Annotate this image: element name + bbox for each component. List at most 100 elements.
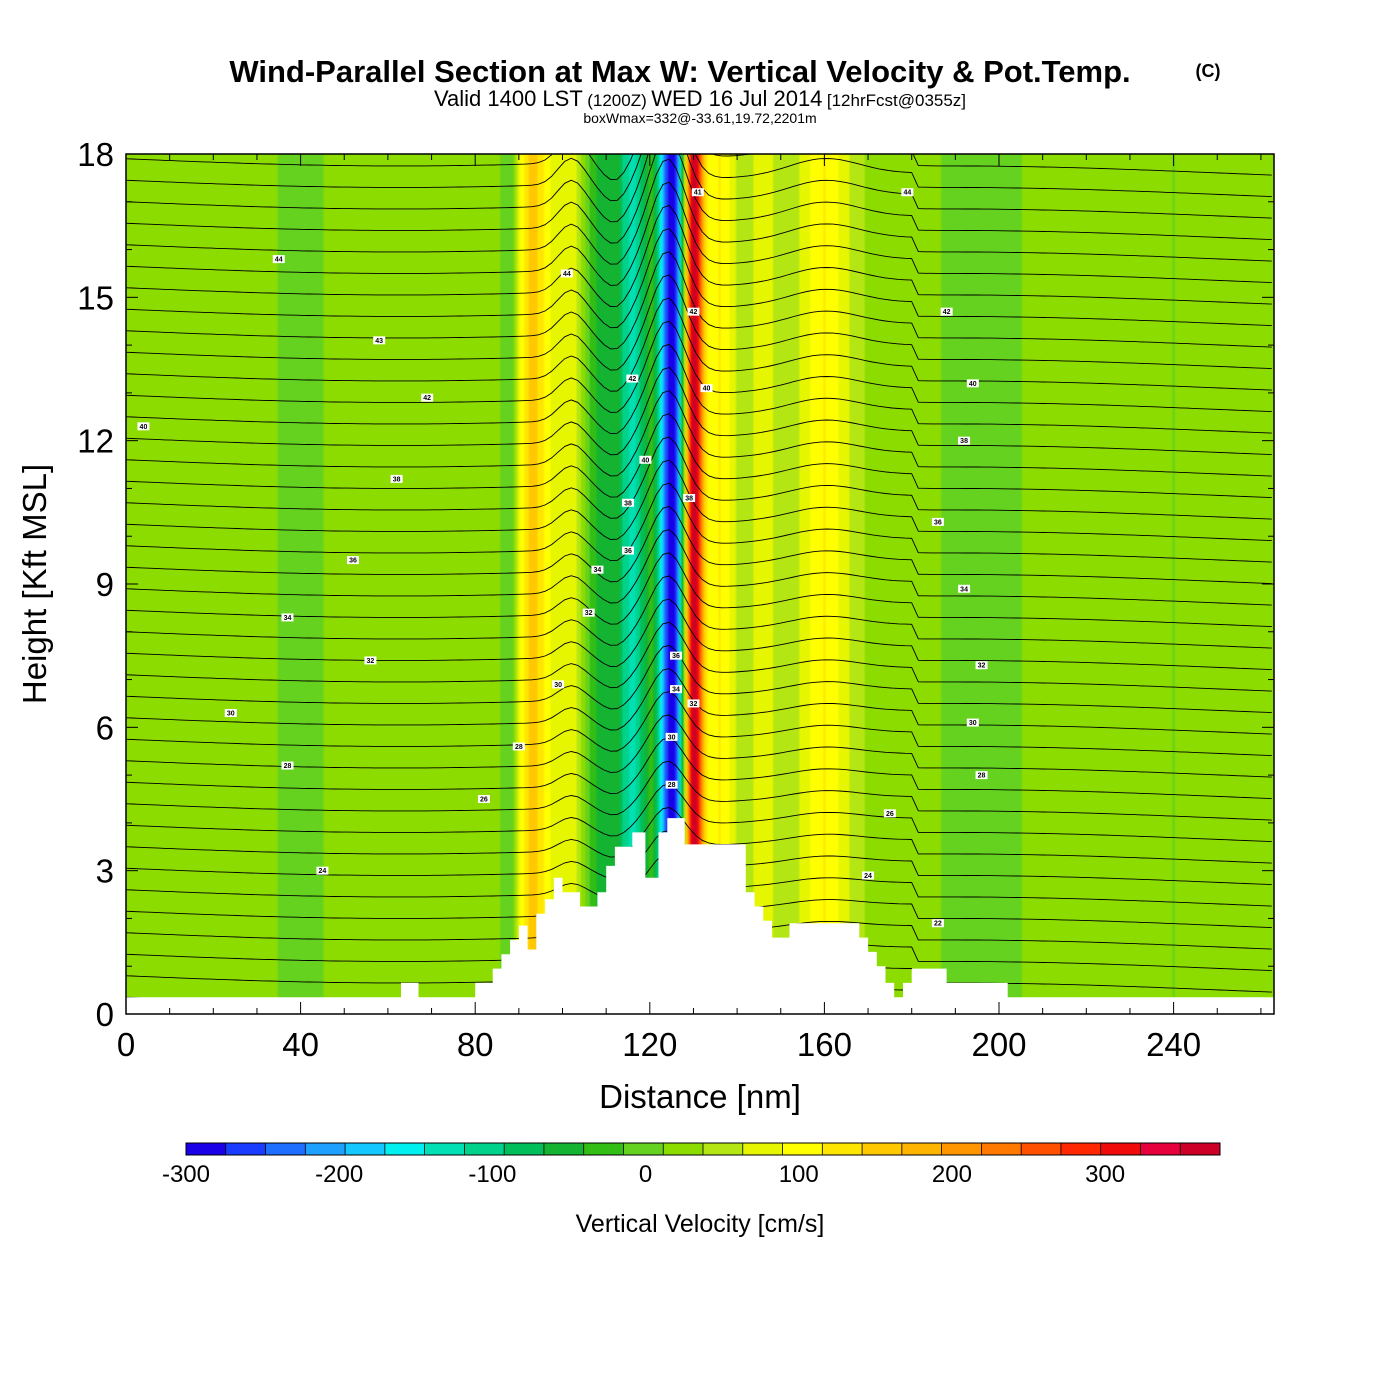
contour-label: 26	[886, 811, 894, 818]
contour-label: 32	[367, 658, 375, 665]
contour-label-box	[958, 584, 971, 593]
colorbar-swatch	[345, 1143, 386, 1155]
contour-label-box	[621, 498, 634, 507]
contour-label: 28	[978, 773, 986, 780]
theta-contour-line	[126, 760, 1272, 821]
contour-label: 40	[642, 457, 650, 464]
colorbar-swatch	[1021, 1143, 1062, 1155]
contour-label: 43	[375, 338, 383, 345]
theta-contour-line	[126, 274, 1272, 371]
contour-label: 30	[969, 720, 977, 727]
theta-contour-line	[126, 297, 1272, 392]
contour-label-box	[940, 307, 953, 316]
theta-contour-line	[126, 390, 1272, 477]
contour-label-box	[665, 780, 678, 789]
colorbar-swatch	[703, 1143, 744, 1155]
contour-label-box	[621, 546, 634, 555]
contour-label-box	[691, 188, 704, 197]
x-tick-label: 80	[457, 1026, 494, 1063]
contour-label: 26	[480, 797, 488, 804]
contour-label: 24	[319, 868, 327, 875]
contour-label-box	[931, 517, 944, 526]
colorbar-swatch	[225, 1143, 267, 1155]
contour-label: 28	[284, 763, 292, 770]
theta-contour-line	[126, 204, 1272, 307]
theta-contour-labels: 44 43 42 40 38 36 34 32 30 28 26 24 44 42 40 38 36 34 32 30…	[137, 188, 988, 928]
contour-label-box	[687, 699, 700, 708]
contour-label-box	[364, 656, 377, 665]
contour-label: 36	[624, 548, 632, 555]
x-axis-label: Distance [nm]	[599, 1078, 801, 1115]
x-tick-label: 40	[282, 1026, 319, 1063]
contour-label-box	[224, 709, 237, 717]
y-tick-label: 9	[96, 566, 114, 603]
colorbar: -300 -200 -100 0 100 200 300	[162, 1142, 1221, 1188]
contour-label: 30	[227, 711, 235, 718]
contour-label: 44	[275, 257, 283, 264]
x-tick-label: 120	[622, 1026, 677, 1063]
x-axis: 0 40 80 120 160 200 240	[117, 154, 1262, 1063]
contour-label: 34	[284, 615, 292, 622]
contour-label-box	[281, 613, 294, 622]
colorbar-tick-label: -100	[468, 1161, 516, 1188]
theta-contour-line	[126, 343, 1272, 435]
contour-label-box	[560, 269, 573, 278]
forecast-info: [12hrFcst@0355z]	[827, 91, 966, 110]
contour-label: 42	[943, 309, 951, 316]
valid-time: Valid 1400 LST	[434, 86, 583, 111]
colorbar-swatch	[583, 1143, 624, 1155]
colorbar-swatch	[901, 1143, 943, 1155]
colorbar-tick-label: 0	[639, 1161, 652, 1188]
colorbar-frame	[185, 1142, 1221, 1156]
theta-contour-line	[126, 158, 1272, 265]
contour-label: 42	[423, 395, 431, 402]
contour-label-box	[626, 374, 639, 383]
theta-contour-line	[126, 737, 1272, 800]
contour-label-box	[591, 565, 604, 574]
theta-contour-line	[126, 154, 1272, 223]
colorbar-tick-label: 100	[779, 1161, 819, 1188]
theta-contours	[126, 154, 1272, 1014]
theta-contour-line	[126, 459, 1272, 542]
contour-label: 41	[694, 190, 702, 197]
colorbar-tick-label: 300	[1085, 1161, 1125, 1188]
colorbar-swatch	[543, 1143, 585, 1155]
theta-contour-line	[126, 181, 1272, 286]
contour-label: 44	[903, 190, 911, 197]
colorbar-swatch	[782, 1143, 823, 1155]
contour-label: 34	[594, 567, 602, 574]
contour-label-box	[700, 384, 713, 393]
y-tick-label: 3	[96, 853, 114, 890]
theta-contour-line	[126, 552, 1272, 628]
contour-label: 40	[703, 386, 711, 393]
colorbar-swatch	[862, 1143, 903, 1155]
theta-contour-line	[126, 644, 1272, 714]
theta-contour-line	[126, 413, 1272, 499]
colorbar-swatch	[1140, 1143, 1181, 1155]
contour-label: 36	[934, 519, 942, 526]
x-tick-label: 0	[117, 1026, 135, 1063]
contour-label: 40	[969, 381, 977, 388]
theta-contour-line	[126, 366, 1272, 456]
y-tick-label: 0	[96, 996, 114, 1033]
x-tick-label: 240	[1146, 1026, 1201, 1063]
contour-label-box	[687, 307, 700, 316]
colorbar-swatch	[186, 1143, 227, 1155]
colorbar-swatch	[384, 1143, 426, 1155]
chart-title: Wind-Parallel Section at Max W: Vertical…	[229, 54, 1130, 89]
colorbar-swatch	[464, 1143, 505, 1155]
theta-contour-line	[126, 714, 1272, 778]
contour-label-box	[639, 455, 652, 464]
contour-label-box	[669, 685, 682, 694]
colorbar-swatch	[305, 1143, 346, 1155]
contour-label-box	[281, 761, 294, 770]
theta-contour-line	[126, 506, 1272, 585]
copyright-mark: (C)	[1196, 61, 1221, 81]
contour-label: 28	[515, 744, 523, 751]
colorbar-swatch	[663, 1143, 704, 1155]
contour-label: 32	[690, 701, 698, 708]
contour-label-box	[421, 393, 434, 402]
contour-label-box	[975, 771, 988, 780]
colorbar-tick-label: -300	[162, 1161, 210, 1188]
theta-contour-line	[126, 691, 1272, 757]
